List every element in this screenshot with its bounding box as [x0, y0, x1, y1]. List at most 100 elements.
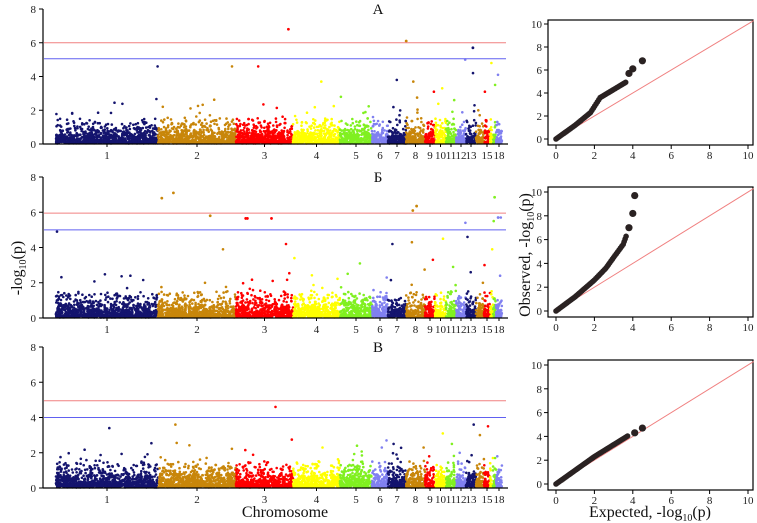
- snp-point: [420, 120, 423, 124]
- snp-point: [68, 309, 71, 313]
- snp-point: [332, 104, 336, 108]
- snp-point: [163, 118, 166, 121]
- snp-point: [483, 90, 487, 93]
- snp-point: [122, 303, 125, 306]
- snp-point: [92, 312, 96, 315]
- snp-point: [462, 132, 466, 135]
- snp-point: [73, 126, 77, 130]
- snp-point: [193, 129, 196, 132]
- snp-point: [422, 123, 425, 127]
- snp-point: [87, 125, 90, 128]
- snp-point: [148, 305, 151, 309]
- snp-point: [411, 135, 414, 138]
- snp-point: [312, 131, 315, 135]
- snp-point: [183, 123, 186, 126]
- snp-point: [360, 129, 363, 133]
- snp-point: [398, 113, 401, 117]
- snp-point: [197, 137, 200, 141]
- snp-point: [238, 132, 241, 135]
- x-tick-label: 18: [494, 150, 506, 162]
- snp-point: [493, 125, 497, 129]
- snp-point: [139, 315, 142, 318]
- snp-point: [129, 122, 132, 125]
- snp-point: [131, 139, 135, 143]
- snp-point: [124, 314, 128, 317]
- snp-point: [123, 140, 127, 144]
- snp-point: [405, 132, 409, 136]
- snp-point: [309, 139, 313, 143]
- snp-point: [152, 131, 156, 134]
- snp-point: [325, 128, 329, 131]
- snp-point: [122, 130, 126, 134]
- snp-point: [367, 134, 370, 137]
- snp-point: [343, 137, 347, 140]
- snp-point: [474, 121, 478, 125]
- snp-point: [124, 310, 128, 313]
- snp-point: [113, 101, 116, 104]
- snp-point: [91, 125, 95, 129]
- snp-point: [349, 124, 353, 127]
- snp-point: [263, 135, 267, 138]
- snp-point: [483, 124, 487, 127]
- snp-point: [410, 127, 413, 131]
- snp-point: [83, 134, 86, 138]
- snp-point: [266, 129, 270, 133]
- snp-point: [215, 123, 219, 126]
- snp-point: [243, 126, 246, 130]
- snp-point: [323, 121, 327, 125]
- snp-point: [200, 135, 204, 138]
- snp-point: [493, 120, 497, 124]
- snp-point: [198, 130, 201, 134]
- snp-point: [57, 312, 61, 316]
- snp-point: [322, 129, 326, 133]
- snp-point: [242, 121, 246, 125]
- snp-point: [113, 137, 117, 141]
- snp-point: [304, 137, 308, 141]
- snp-point: [369, 120, 372, 124]
- snp-point: [65, 298, 68, 301]
- snp-point: [103, 306, 107, 310]
- snp-point: [70, 111, 74, 115]
- snp-point: [324, 124, 327, 127]
- snp-point: [256, 117, 260, 120]
- snp-point: [150, 139, 154, 143]
- snp-point: [65, 118, 69, 121]
- snp-point: [103, 128, 107, 131]
- snp-point: [451, 138, 455, 141]
- snp-point: [83, 297, 87, 300]
- snp-point: [477, 109, 480, 112]
- snp-point: [364, 138, 368, 141]
- snp-point: [206, 126, 209, 130]
- snp-point: [190, 135, 194, 139]
- snp-point: [367, 128, 370, 132]
- snp-point: [438, 118, 442, 122]
- snp-point: [76, 308, 79, 311]
- snp-point: [283, 117, 287, 121]
- snp-point: [262, 139, 265, 142]
- snp-point: [460, 123, 464, 126]
- snp-point: [106, 310, 110, 314]
- snp-point: [459, 125, 462, 129]
- snp-point: [77, 305, 80, 309]
- snp-point: [129, 306, 133, 310]
- snp-point: [372, 119, 376, 123]
- snp-point: [450, 123, 454, 126]
- snp-point: [457, 128, 460, 132]
- snp-point: [106, 291, 109, 295]
- snp-point: [348, 136, 352, 140]
- snp-point: [434, 117, 437, 120]
- snp-point: [339, 95, 343, 99]
- snp-point: [104, 313, 107, 317]
- snp-point: [59, 304, 62, 308]
- snp-point: [446, 119, 449, 123]
- snp-point: [474, 130, 478, 133]
- snp-point: [196, 104, 200, 108]
- snp-point: [134, 296, 137, 299]
- snp-point: [127, 302, 130, 306]
- snp-point: [363, 126, 367, 130]
- snp-point: [371, 125, 375, 128]
- snp-point: [60, 275, 63, 279]
- snp-point: [375, 122, 379, 126]
- snp-point: [194, 137, 197, 141]
- snp-point: [213, 119, 216, 122]
